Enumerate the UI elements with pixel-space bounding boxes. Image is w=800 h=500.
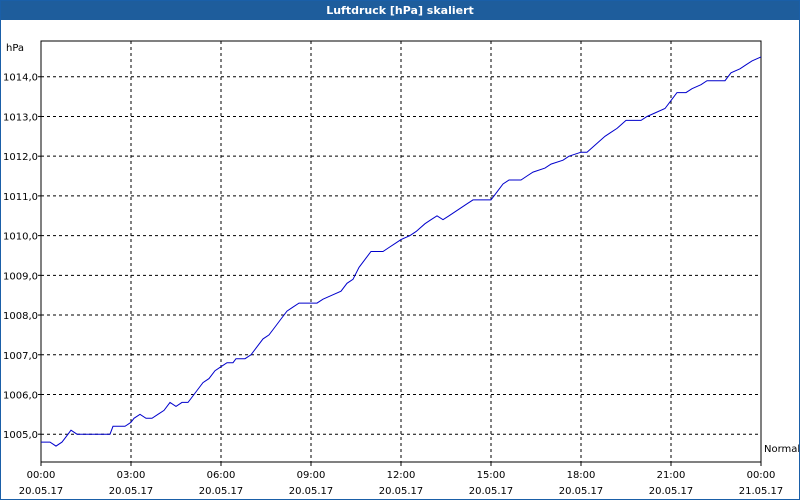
- y-tick-label: 1014,0: [3, 73, 38, 84]
- x-tick-date-label: 21.05.17: [739, 486, 784, 497]
- y-tick-label: 1009,0: [3, 271, 38, 282]
- series-group: [41, 56, 762, 447]
- chart-title: Luftdruck [hPa] skaliert: [1, 1, 799, 20]
- x-tick-date-label: 20.05.17: [199, 486, 244, 497]
- x-tick-date-label: 20.05.17: [469, 486, 514, 497]
- series-line: [41, 56, 762, 447]
- y-tick-label: 1013,0: [3, 112, 38, 123]
- x-tick-date-label: 20.05.17: [559, 486, 604, 497]
- x-tick-date-label: 20.05.17: [19, 486, 64, 497]
- x-tick-date-label: 20.05.17: [649, 486, 694, 497]
- y-tick-label: 1005,0: [3, 430, 38, 441]
- x-tick-time-label: 03:00: [117, 470, 146, 481]
- x-tick-time-label: 06:00: [207, 470, 236, 481]
- y-tick-label: 1007,0: [3, 351, 38, 362]
- y-tick-label: 1011,0: [3, 192, 38, 203]
- y-tick-label: 1006,0: [3, 390, 38, 401]
- x-tick-date-label: 20.05.17: [109, 486, 154, 497]
- x-axis-ticks: 00:00 20.05.17 03:00 20.05.17 06:00 20.05.17 0…: [19, 462, 784, 497]
- x-tick-time-label: 12:00: [387, 470, 416, 481]
- x-tick-time-label: 00:00: [747, 470, 776, 481]
- x-tick-time-label: 21:00: [657, 470, 686, 481]
- x-tick-time-label: 15:00: [477, 470, 506, 481]
- line-chart: 1005,0 1006,0 1007,0 1008,0 1009,0 1010,0 1011…: [3, 40, 799, 497]
- y-tick-label: 1010,0: [3, 232, 38, 243]
- x-tick-date-label: 20.05.17: [289, 486, 334, 497]
- y-axis-label: hPa: [6, 43, 24, 54]
- x-tick-time-label: 18:00: [567, 470, 596, 481]
- y-axis-ticks: 1005,0 1006,0 1007,0 1008,0 1009,0 1010,0 1011…: [3, 73, 41, 441]
- x-tick-time-label: 00:00: [27, 470, 56, 481]
- x-tick-date-label: 20.05.17: [379, 486, 424, 497]
- grid: [41, 41, 761, 462]
- normal-annotation: Normal: [764, 444, 799, 455]
- x-tick-time-label: 09:00: [297, 470, 326, 481]
- y-tick-label: 1008,0: [3, 311, 38, 322]
- y-tick-label: 1012,0: [3, 152, 38, 163]
